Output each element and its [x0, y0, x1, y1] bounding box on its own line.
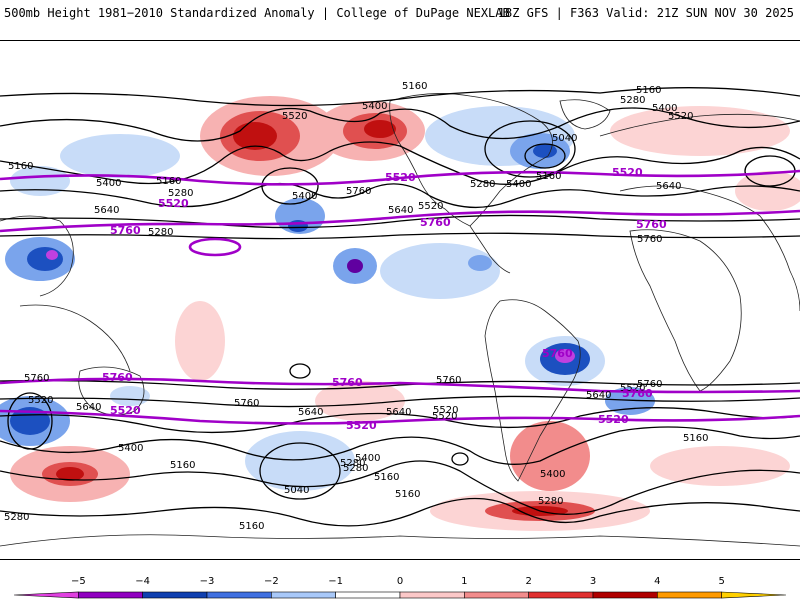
reference-contours [0, 169, 800, 425]
colorbar-canvas: −5 −4 −3 −2 −1 0 1 2 3 4 5 [13, 576, 787, 599]
svg-text:5760: 5760 [234, 398, 259, 409]
svg-text:5160: 5160 [402, 81, 427, 92]
svg-text:5040: 5040 [552, 133, 577, 144]
svg-text:5520: 5520 [346, 419, 377, 432]
svg-text:5160: 5160 [636, 85, 661, 96]
svg-text:5400: 5400 [362, 101, 387, 112]
svg-text:5520: 5520 [28, 395, 53, 406]
svg-text:5520: 5520 [668, 111, 693, 122]
reference-labels: 5520 5520 5520 5760 5760 5760 5760 5760 … [102, 166, 667, 432]
svg-text:5400: 5400 [652, 103, 677, 114]
colorbar-swatch [271, 591, 336, 599]
svg-text:5400: 5400 [118, 443, 143, 454]
svg-text:5760: 5760 [542, 347, 573, 360]
colorbar-tick-label: −4 [135, 576, 150, 587]
svg-text:5160: 5160 [156, 176, 181, 187]
svg-text:5760: 5760 [24, 373, 49, 384]
svg-text:5040: 5040 [284, 485, 309, 496]
svg-text:5640: 5640 [386, 407, 411, 418]
svg-text:5760: 5760 [436, 375, 461, 386]
svg-text:5520: 5520 [598, 413, 629, 426]
svg-text:5400: 5400 [355, 453, 380, 464]
colorbar-swatches [13, 591, 787, 599]
colorbar-tick-label: 3 [590, 576, 596, 587]
svg-text:5640: 5640 [298, 407, 323, 418]
svg-text:5520: 5520 [612, 166, 643, 179]
colorbar-swatch [13, 591, 79, 599]
colorbar-swatch [206, 591, 272, 599]
colorbar-swatch [335, 591, 401, 599]
colorbar-tick-label: −5 [71, 576, 86, 587]
colorbar-swatch [78, 591, 143, 599]
height-labels: 5160 5400 5520 5160 5280 5400 5520 5040 … [4, 81, 708, 532]
model-valid-time: 18Z GFS | F363 Valid: 21Z SUN NOV 30 202… [497, 6, 794, 20]
svg-text:5280: 5280 [4, 512, 29, 523]
svg-text:5160: 5160 [8, 161, 33, 172]
svg-text:5160: 5160 [683, 433, 708, 444]
svg-text:5160: 5160 [239, 521, 264, 532]
colorbar-ticks: −5 −4 −3 −2 −1 0 1 2 3 4 5 [71, 576, 725, 587]
svg-text:5640: 5640 [76, 402, 101, 413]
colorbar-tick-label: 4 [654, 576, 660, 587]
svg-text:5160: 5160 [170, 460, 195, 471]
svg-text:5160: 5160 [374, 472, 399, 483]
svg-text:5760: 5760 [332, 376, 363, 389]
anomaly-shading [0, 96, 800, 531]
svg-text:5760: 5760 [636, 218, 667, 231]
anomaly-map: 5160 5400 5520 5160 5280 5400 5520 5040 … [0, 40, 800, 560]
svg-text:5280: 5280 [148, 227, 173, 238]
height-contours [0, 87, 800, 527]
colorbar-swatch [399, 591, 465, 599]
colorbar-tick-label: 1 [461, 576, 467, 587]
svg-text:5280: 5280 [470, 179, 495, 190]
svg-text:5760: 5760 [110, 224, 141, 237]
svg-text:5400: 5400 [292, 191, 317, 202]
coastlines [0, 93, 800, 547]
svg-text:5640: 5640 [94, 205, 119, 216]
svg-text:5280: 5280 [168, 188, 193, 199]
colorbar: −5 −4 −3 −2 −1 0 1 2 3 4 5 [0, 572, 800, 600]
svg-text:5520: 5520 [158, 197, 189, 210]
svg-text:5760: 5760 [346, 186, 371, 197]
colorbar-swatch [528, 591, 594, 599]
colorbar-tick-label: 0 [397, 576, 403, 587]
colorbar-tick-label: 5 [718, 576, 724, 587]
svg-text:5640: 5640 [586, 390, 611, 401]
svg-text:5520: 5520 [282, 111, 307, 122]
colorbar-swatch [657, 591, 722, 599]
svg-text:5760: 5760 [622, 387, 653, 400]
svg-text:5520: 5520 [433, 405, 458, 416]
svg-text:5520: 5520 [432, 411, 457, 422]
svg-text:5520: 5520 [620, 383, 645, 394]
map-title: 500mb Height 1981−2010 Standardized Anom… [4, 6, 510, 20]
svg-text:5520: 5520 [418, 201, 443, 212]
svg-text:5760: 5760 [637, 234, 662, 245]
colorbar-swatch [142, 591, 208, 599]
colorbar-swatch [721, 591, 787, 599]
colorbar-tick-label: −2 [264, 576, 279, 587]
svg-text:5760: 5760 [420, 216, 451, 229]
colorbar-swatch [464, 591, 529, 599]
svg-text:5520: 5520 [110, 404, 141, 417]
colorbar-tick-label: 2 [525, 576, 531, 587]
svg-text:5280: 5280 [620, 95, 645, 106]
svg-text:5280: 5280 [538, 496, 563, 507]
svg-text:5760: 5760 [637, 379, 662, 390]
svg-text:5280: 5280 [340, 458, 365, 469]
svg-text:5760: 5760 [102, 371, 133, 384]
svg-text:5640: 5640 [656, 181, 681, 192]
svg-text:5640: 5640 [388, 205, 413, 216]
colorbar-tick-label: −1 [328, 576, 343, 587]
map-canvas: 5160 5400 5520 5160 5280 5400 5520 5040 … [0, 81, 800, 547]
svg-text:5400: 5400 [540, 469, 565, 480]
svg-text:5400: 5400 [96, 178, 121, 189]
colorbar-swatch [592, 591, 658, 599]
svg-text:5400: 5400 [506, 179, 531, 190]
colorbar-tick-label: −3 [200, 576, 215, 587]
svg-text:5160: 5160 [536, 171, 561, 182]
svg-text:5280: 5280 [343, 463, 368, 474]
svg-text:5520: 5520 [385, 171, 416, 184]
svg-text:5160: 5160 [395, 489, 420, 500]
